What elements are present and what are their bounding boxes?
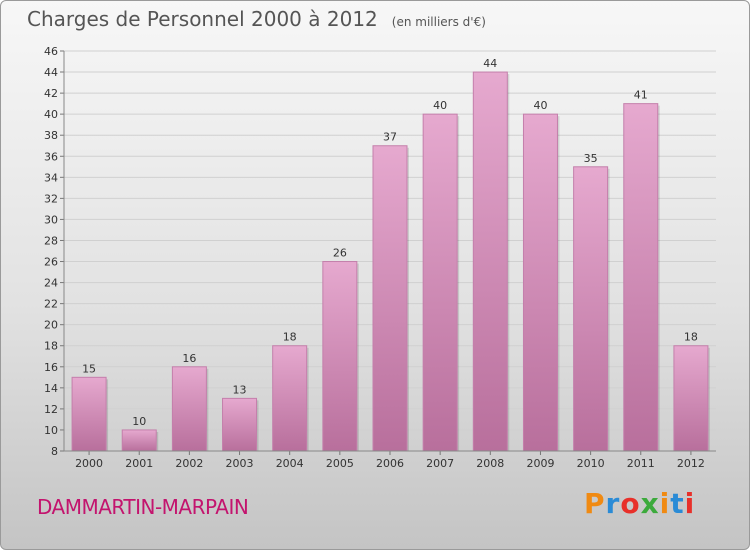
y-tick-label: 16 bbox=[44, 361, 58, 374]
bar-2009[interactable] bbox=[522, 113, 558, 452]
y-tick-label: 20 bbox=[44, 319, 58, 332]
x-tick-label-2005: 2005 bbox=[326, 457, 354, 470]
x-tick-label-2010: 2010 bbox=[577, 457, 605, 470]
y-tick-label: 34 bbox=[44, 171, 58, 184]
bar-2002[interactable] bbox=[171, 366, 207, 452]
bar-2005[interactable] bbox=[322, 261, 358, 452]
bar-2000[interactable] bbox=[71, 376, 107, 452]
y-tick-label: 40 bbox=[44, 108, 58, 121]
x-tick-label-2003: 2003 bbox=[226, 457, 254, 470]
town-name: DAMMARTIN-MARPAIN bbox=[37, 495, 249, 519]
bar-2004[interactable] bbox=[272, 345, 308, 452]
y-tick-label: 42 bbox=[44, 87, 58, 100]
x-tick-label-2006: 2006 bbox=[376, 457, 404, 470]
data-label-2002: 16 bbox=[182, 352, 196, 365]
y-tick-label: 44 bbox=[44, 66, 58, 79]
logo-letter: x bbox=[640, 487, 660, 520]
x-tick-label-2008: 2008 bbox=[476, 457, 504, 470]
data-label-2011: 41 bbox=[634, 89, 648, 102]
proxiti-logo[interactable]: Proxiti bbox=[584, 487, 695, 520]
data-label-2010: 35 bbox=[584, 152, 598, 165]
y-tick-label: 28 bbox=[44, 234, 58, 247]
y-tick-label: 30 bbox=[44, 213, 58, 226]
x-tick-label-2011: 2011 bbox=[627, 457, 655, 470]
x-tick-label-2009: 2009 bbox=[526, 457, 554, 470]
bar-2003[interactable] bbox=[222, 397, 258, 452]
data-label-2009: 40 bbox=[533, 99, 547, 112]
y-tick-label: 10 bbox=[44, 424, 58, 437]
logo-letter: r bbox=[605, 487, 621, 520]
y-tick-label: 24 bbox=[44, 277, 58, 290]
y-tick-label: 22 bbox=[44, 298, 58, 311]
logo-letter: P bbox=[584, 487, 606, 520]
y-tick-label: 36 bbox=[44, 150, 58, 163]
data-label-2012: 18 bbox=[684, 331, 698, 344]
y-tick-label: 46 bbox=[44, 45, 58, 58]
bar-2001[interactable] bbox=[121, 429, 157, 452]
y-axis: 8 10 12 14 16 18 20 22 24 26 28 30 32 34 36 38 40 42 44 46 bbox=[44, 45, 65, 458]
x-tick-label-2012: 2012 bbox=[677, 457, 705, 470]
x-tick-label-2001: 2001 bbox=[125, 457, 153, 470]
logo-letter: o bbox=[620, 487, 641, 520]
data-label-2001: 10 bbox=[132, 415, 146, 428]
x-tick-label-2004: 2004 bbox=[276, 457, 304, 470]
x-tick-label-2000: 2000 bbox=[75, 457, 103, 470]
y-tick-label: 38 bbox=[44, 129, 58, 142]
bar-2012[interactable] bbox=[673, 345, 709, 452]
title-unit: (en milliers d'€) bbox=[391, 15, 486, 29]
y-tick-label: 12 bbox=[44, 403, 58, 416]
y-tick-label: 8 bbox=[51, 445, 58, 458]
bar-2006[interactable] bbox=[372, 145, 408, 452]
y-tick-label: 18 bbox=[44, 340, 58, 353]
x-tick-label-2007: 2007 bbox=[426, 457, 454, 470]
bar-2008[interactable] bbox=[472, 71, 508, 452]
y-tick-label: 32 bbox=[44, 192, 58, 205]
logo-letter: t bbox=[670, 487, 685, 520]
data-label-2005: 26 bbox=[333, 247, 347, 260]
chart-title: Charges de Personnel 2000 à 2012 (en mill… bbox=[27, 7, 486, 31]
bar-2007[interactable] bbox=[422, 113, 458, 452]
x-tick-label-2002: 2002 bbox=[175, 457, 203, 470]
data-label-2000: 15 bbox=[82, 362, 96, 375]
bars: 15 10 16 13 18 26 37 40 44 40 35 41 18 bbox=[71, 57, 710, 452]
y-tick-label: 26 bbox=[44, 256, 58, 269]
data-label-2003: 13 bbox=[233, 383, 247, 396]
data-label-2008: 44 bbox=[483, 57, 497, 70]
bar-2011[interactable] bbox=[623, 103, 659, 452]
data-label-2004: 18 bbox=[283, 331, 297, 344]
logo-letter: i bbox=[659, 487, 671, 520]
y-tick-label: 14 bbox=[44, 382, 58, 395]
logo-letter: i bbox=[684, 487, 696, 520]
bar-2010[interactable] bbox=[573, 166, 609, 452]
data-label-2006: 37 bbox=[383, 131, 397, 144]
data-label-2007: 40 bbox=[433, 99, 447, 112]
x-axis: 2000 2001 2002 2003 2004 2005 2006 2007 2008 2009… bbox=[64, 450, 716, 470]
title-text: Charges de Personnel 2000 à 2012 bbox=[27, 7, 378, 31]
